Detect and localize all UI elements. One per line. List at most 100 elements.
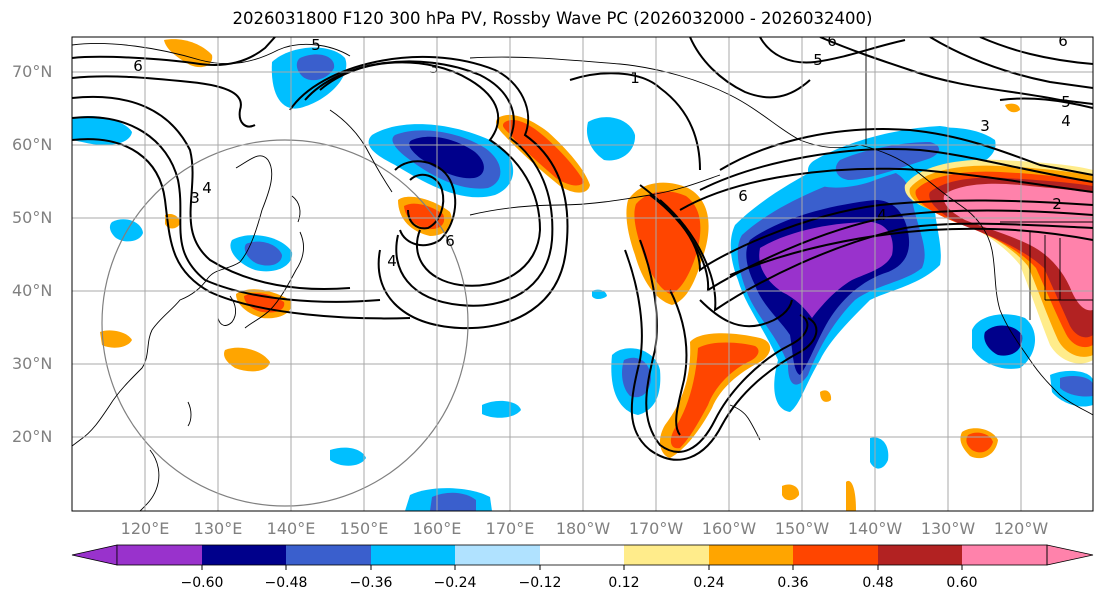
colorbar-segment [202, 545, 286, 565]
pv-contour [72, 95, 351, 291]
pv-contour [319, 61, 542, 287]
pc-positive-area [670, 342, 759, 449]
pv-contour [759, 37, 906, 64]
pc-positive-area [820, 390, 832, 402]
pv-contour [72, 116, 381, 303]
colorbar-segment [371, 545, 455, 565]
lon-label: 180°W [555, 519, 611, 538]
coastline-na-west [859, 144, 1093, 416]
colorbar-segment [709, 545, 793, 565]
pc-negative-area [870, 437, 889, 469]
lat-label: 30°N [12, 354, 53, 373]
coastline-asia [72, 43, 351, 65]
pv-contour-layer [72, 37, 1093, 461]
pv-contour [669, 289, 688, 436]
pv-contour [699, 148, 1093, 191]
pv-contour [979, 37, 1093, 65]
coastline-hawaii [729, 404, 761, 441]
lon-label: 120°W [993, 519, 1049, 538]
lon-label: 150°W [774, 519, 830, 538]
coastline-kamchatka [329, 109, 393, 193]
coastline-asia [207, 155, 273, 279]
colorbar-segment [624, 545, 709, 565]
colorbar-tick-label: 0.12 [608, 575, 640, 591]
lon-label: 160°W [701, 519, 757, 538]
contour-label: 6 [738, 187, 748, 205]
pv-contour [659, 199, 1093, 313]
pc-negative-area [330, 447, 366, 466]
contour-label: 6 [1058, 32, 1068, 50]
lon-label: 130°E [193, 519, 243, 538]
pc-negative-area [1060, 376, 1093, 397]
colorbar [71, 544, 1094, 570]
contour-label: 4 [877, 206, 887, 224]
map-title: 2026031800 F120 300 hPa PV, Rossby Wave … [232, 9, 873, 28]
pc-positive-area [846, 480, 856, 511]
contour-labels: 6 5 6 6 1 3 3 4 6 4 4 5 6 2 5 4 3 [133, 32, 1071, 270]
pc-negative-area [835, 142, 940, 180]
lon-label: 120°E [120, 519, 170, 538]
colorbar-tick-label: 0.36 [777, 575, 809, 591]
contour-label: 5 [813, 51, 823, 69]
colorbar-tick-label: −0.24 [433, 575, 477, 591]
lon-label: 170°E [485, 519, 535, 538]
pv-contour [819, 37, 1093, 105]
colorbar-segment [455, 545, 540, 565]
pc-positive-area [224, 347, 270, 372]
pc-negative-area [592, 289, 607, 299]
pc-negative-area [296, 54, 335, 81]
contour-label: 6 [133, 57, 143, 75]
coastline-aleutians [469, 174, 721, 216]
pv-contour [72, 37, 276, 66]
border-us-states [1029, 232, 1093, 320]
lat-label: 20°N [12, 427, 53, 446]
contour-label: 4 [1061, 112, 1071, 130]
lon-label: 130°W [920, 519, 976, 538]
lon-label: 170°W [628, 519, 684, 538]
pv-contour [679, 167, 1093, 211]
contour-label: 3 [429, 59, 439, 77]
contour-label: 3 [980, 117, 990, 135]
pv-contour [699, 299, 793, 328]
coastline-asia [109, 277, 209, 406]
pv-contour [624, 249, 818, 461]
coastline-korea [217, 295, 237, 326]
pv-contour [729, 227, 1093, 276]
pc-positive-area [1005, 103, 1020, 113]
colorbar-tick-label: 0.60 [946, 575, 978, 591]
pc-negative-area [409, 136, 484, 179]
pv-contour [394, 160, 457, 247]
pv-contour [689, 37, 811, 99]
pv-contour [304, 60, 554, 307]
lon-label: 150°E [339, 519, 389, 538]
contour-label: 1 [630, 69, 640, 87]
map-frame [71, 36, 1094, 512]
pc-negative-area [430, 492, 476, 511]
lon-label: 160°E [412, 519, 462, 538]
pc-negative-area [586, 117, 636, 161]
contour-label: 4 [202, 179, 212, 197]
lat-label: 40°N [12, 281, 53, 300]
colorbar-segment [286, 545, 371, 565]
range-ring [101, 139, 469, 507]
pv-contour [649, 194, 1093, 292]
coastline-layer [72, 37, 1093, 511]
pv-contour [407, 173, 445, 230]
colorbar-segment [793, 545, 878, 565]
coastline-asia [72, 404, 111, 447]
pv-contour [929, 37, 1093, 89]
lat-label: 60°N [12, 135, 53, 154]
pc-negative-area [109, 219, 143, 242]
coastline-alaska [469, 56, 861, 149]
pv-contour [72, 138, 411, 320]
pc-negative-area [482, 400, 521, 418]
pc-negative-area [984, 325, 1023, 356]
colorbar-tick-label: −0.48 [264, 575, 308, 591]
coastline-philippines [139, 449, 160, 511]
colorbar-tick-label: −0.60 [180, 575, 224, 591]
pv-contour [999, 97, 1093, 109]
pv-contour [719, 128, 1093, 176]
contour-label: 2 [1052, 195, 1062, 213]
contour-label: 6 [445, 232, 455, 250]
colorbar-segment [878, 545, 962, 565]
